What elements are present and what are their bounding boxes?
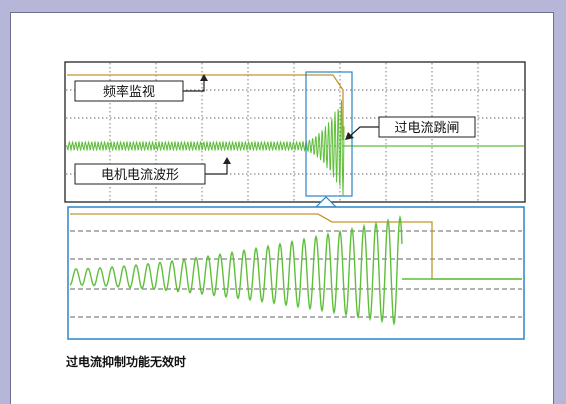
- frequency-monitor-arrowhead: [200, 74, 208, 81]
- overcurrent-trip-arrow: [349, 126, 379, 137]
- figure-caption: 过电流抑制功能无效时: [66, 354, 186, 369]
- frequency-monitor-label: 频率监视: [74, 74, 208, 102]
- frequency-monitor-arrow: [183, 79, 205, 92]
- overcurrent-trip-text: 过电流跳闸: [394, 121, 459, 136]
- motor-current-waveform: [66, 100, 345, 196]
- frequency-monitor-text: 频率监视: [103, 84, 155, 100]
- motor-current-waveform-label: 电机电流波形: [74, 157, 231, 185]
- zoomed-current-waveform: [69, 214, 403, 327]
- motor-current-waveform-text: 电机电流波形: [101, 168, 179, 183]
- zoomed-window: [67, 206, 525, 340]
- frequency-monitor-trace: [67, 74, 344, 140]
- overcurrent-trip-label: 过电流跳闸: [345, 116, 476, 140]
- overcurrent-trip-arrowhead: [345, 132, 354, 140]
- motor-current-arrowhead: [223, 157, 231, 164]
- motor-current-arrow: [205, 162, 228, 175]
